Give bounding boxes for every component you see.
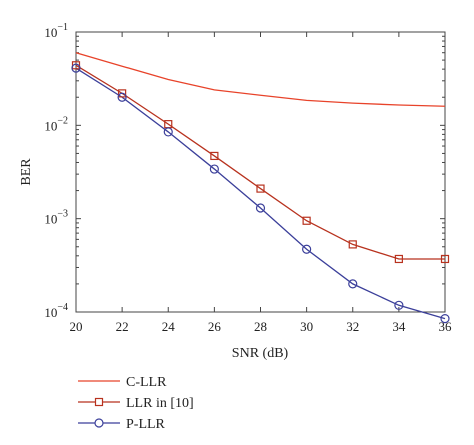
series-line-c-llr — [75, 52, 446, 107]
data-point-p-llr — [255, 203, 266, 213]
data-point-p-llr — [209, 164, 219, 174]
legend-label-p-llr: P-LLR — [126, 417, 166, 432]
y-tick-base: 10 — [44, 25, 57, 40]
data-point-llr-ref10 — [118, 89, 127, 98]
data-point-p-llr — [163, 127, 173, 137]
data-point-llr-ref10 — [348, 240, 357, 249]
x-tick-label: 28 — [254, 319, 267, 334]
y-tick-exponent: −2 — [57, 115, 68, 126]
data-point-p-llr — [440, 313, 450, 324]
x-tick-label: 30 — [300, 319, 313, 334]
y-tick-label: 10−2 — [44, 115, 68, 133]
y-tick-base: 10 — [44, 305, 57, 320]
legend-label-llr-ref10: LLR in [10] — [126, 396, 194, 411]
data-point-p-llr — [302, 244, 312, 254]
y-tick-base: 10 — [44, 212, 57, 227]
data-point-p-llr — [394, 300, 404, 310]
legend: C-LLR LLR in [10] P-LLR — [78, 375, 194, 432]
y-tick-exponent: −4 — [57, 302, 68, 313]
y-axis-label: BER — [19, 158, 34, 186]
data-point-p-llr — [348, 279, 358, 289]
x-axis-label: SNR (dB) — [232, 346, 289, 361]
legend-label-c-llr: C-LLR — [126, 375, 167, 390]
data-point-llr-ref10 — [302, 216, 311, 225]
y-tick-base: 10 — [44, 118, 57, 133]
x-tick-label: 22 — [116, 319, 129, 334]
data-point-llr-ref10 — [440, 254, 450, 264]
series-lines — [75, 52, 446, 320]
legend-marker-llr-ref10 — [94, 397, 104, 407]
data-point-llr-ref10 — [394, 254, 403, 264]
data-point-llr-ref10 — [210, 151, 219, 161]
y-tick-label: 10−1 — [44, 22, 68, 40]
legend-marker-p-llr — [94, 418, 104, 428]
series-line-p-llr — [75, 67, 446, 320]
x-tick-label: 34 — [392, 319, 406, 334]
x-tick-label: 32 — [346, 319, 359, 334]
x-tick-label: 24 — [162, 319, 176, 334]
plot-frame — [75, 31, 446, 313]
x-tick-label: 36 — [439, 319, 453, 334]
data-point-llr-ref10 — [256, 184, 265, 193]
y-tick-exponent: −3 — [57, 209, 68, 220]
y-tick-label: 10−4 — [44, 302, 68, 320]
y-tick-exponent: −1 — [57, 22, 68, 33]
x-tick-label: 26 — [208, 319, 222, 334]
data-point-p-llr — [117, 92, 127, 102]
x-tick-label: 20 — [70, 319, 83, 334]
series-line-llr-ref10 — [75, 64, 445, 260]
series-markers — [71, 61, 450, 324]
y-tick-label: 10−3 — [44, 209, 68, 227]
data-point-p-llr — [71, 63, 81, 73]
